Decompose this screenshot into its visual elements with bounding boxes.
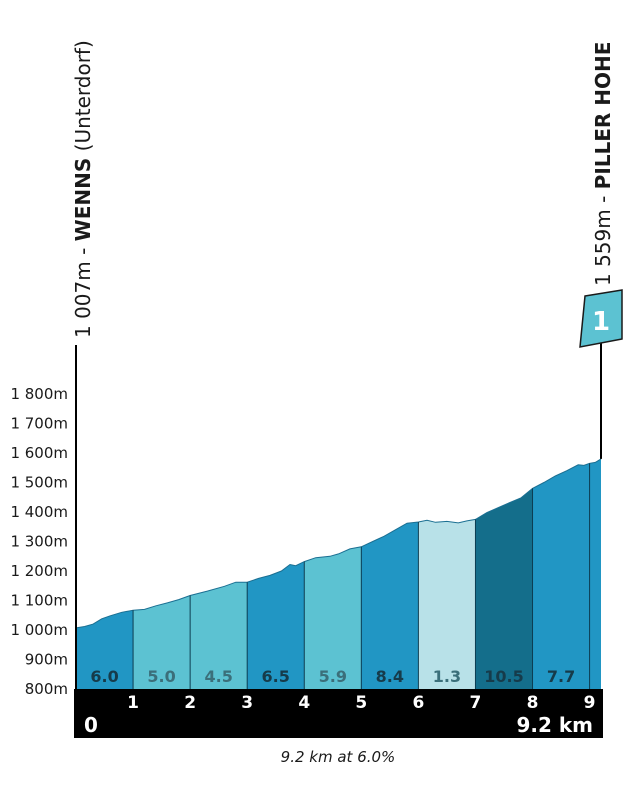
start-label: 1 007m - WENNS (Unterdorf) [71, 40, 95, 338]
distance-tick-label: 4 [298, 693, 310, 713]
gradient-segment [361, 522, 419, 689]
segment-gradient-label: 5.9 [319, 667, 347, 686]
y-tick-label: 1 700m [10, 415, 68, 433]
segment-gradient-label: 10.5 [484, 667, 523, 686]
segment-gradient-label: 4.5 [204, 667, 232, 686]
distance-tick-label: 8 [527, 693, 539, 713]
climb-summary: 9.2 km at 6.0% [281, 748, 396, 766]
y-tick-label: 1 400m [10, 503, 68, 521]
finish-elevation: 1 559m - [591, 189, 615, 286]
badge-shape [579, 289, 623, 348]
gradient-segment [76, 610, 134, 689]
distance-tick-label: 7 [470, 693, 482, 713]
segment-gradient-label: 6.5 [262, 667, 290, 686]
gradient-segment [532, 463, 590, 689]
start-name: WENNS [71, 158, 95, 242]
segment-gradient-label: 8.4 [376, 667, 404, 686]
segment-dividers [132, 463, 591, 689]
distance-end-label: 9.2 km [516, 713, 593, 737]
y-axis-labels: 800m 900m 1 000m 1 100m 1 200m 1 300m 1 400m 1 … [10, 385, 68, 698]
y-tick-label: 800m [25, 680, 68, 698]
y-tick-label: 1 200m [10, 562, 68, 580]
segment-gradient-label: 7.7 [547, 667, 575, 686]
gradient-segment [304, 546, 362, 689]
distance-ticks: 1 2 3 4 5 6 7 8 9 [127, 693, 595, 713]
y-tick-label: 1 000m [10, 621, 68, 639]
profile-outline [75, 458, 602, 629]
distance-bar [74, 689, 603, 738]
start-suffix: (Unterdorf) [71, 40, 95, 158]
gradient-segment [475, 488, 533, 689]
badge-number: 1 [592, 307, 610, 337]
y-tick-label: 900m [25, 651, 68, 669]
distance-tick-label: 9 [584, 693, 596, 713]
gradient-segment [133, 595, 191, 689]
y-tick-label: 1 800m [10, 385, 68, 403]
gradient-segment [247, 561, 305, 689]
segment-gradient-label: 5.0 [147, 667, 175, 686]
y-tick-label: 1 300m [10, 533, 68, 551]
distance-tick-label: 2 [184, 693, 196, 713]
finish-badge: 1 [579, 289, 623, 348]
gradient-segments [76, 458, 601, 689]
start-elevation: 1 007m - [71, 241, 95, 338]
segment-gradient-label: 6.0 [90, 667, 118, 686]
gradient-segment [190, 582, 248, 689]
y-tick-label: 1 100m [10, 592, 68, 610]
distance-tick-label: 6 [412, 693, 424, 713]
distance-tick-label: 1 [127, 693, 139, 713]
segment-gradient-label: 1.3 [433, 667, 461, 686]
distance-start-label: 0 [84, 713, 98, 737]
distance-tick-label: 5 [355, 693, 367, 713]
distance-tick-label: 3 [241, 693, 253, 713]
gradient-segment [418, 519, 476, 689]
gradient-segment [589, 458, 601, 689]
finish-label: 1 559m - PILLER HOHE [591, 42, 615, 286]
y-tick-label: 1 500m [10, 474, 68, 492]
gradient-labels: 6.0 5.0 4.5 6.5 5.9 8.4 1.3 10.5 7.7 [90, 667, 575, 686]
y-tick-label: 1 600m [10, 444, 68, 462]
finish-name: PILLER HOHE [591, 42, 615, 190]
